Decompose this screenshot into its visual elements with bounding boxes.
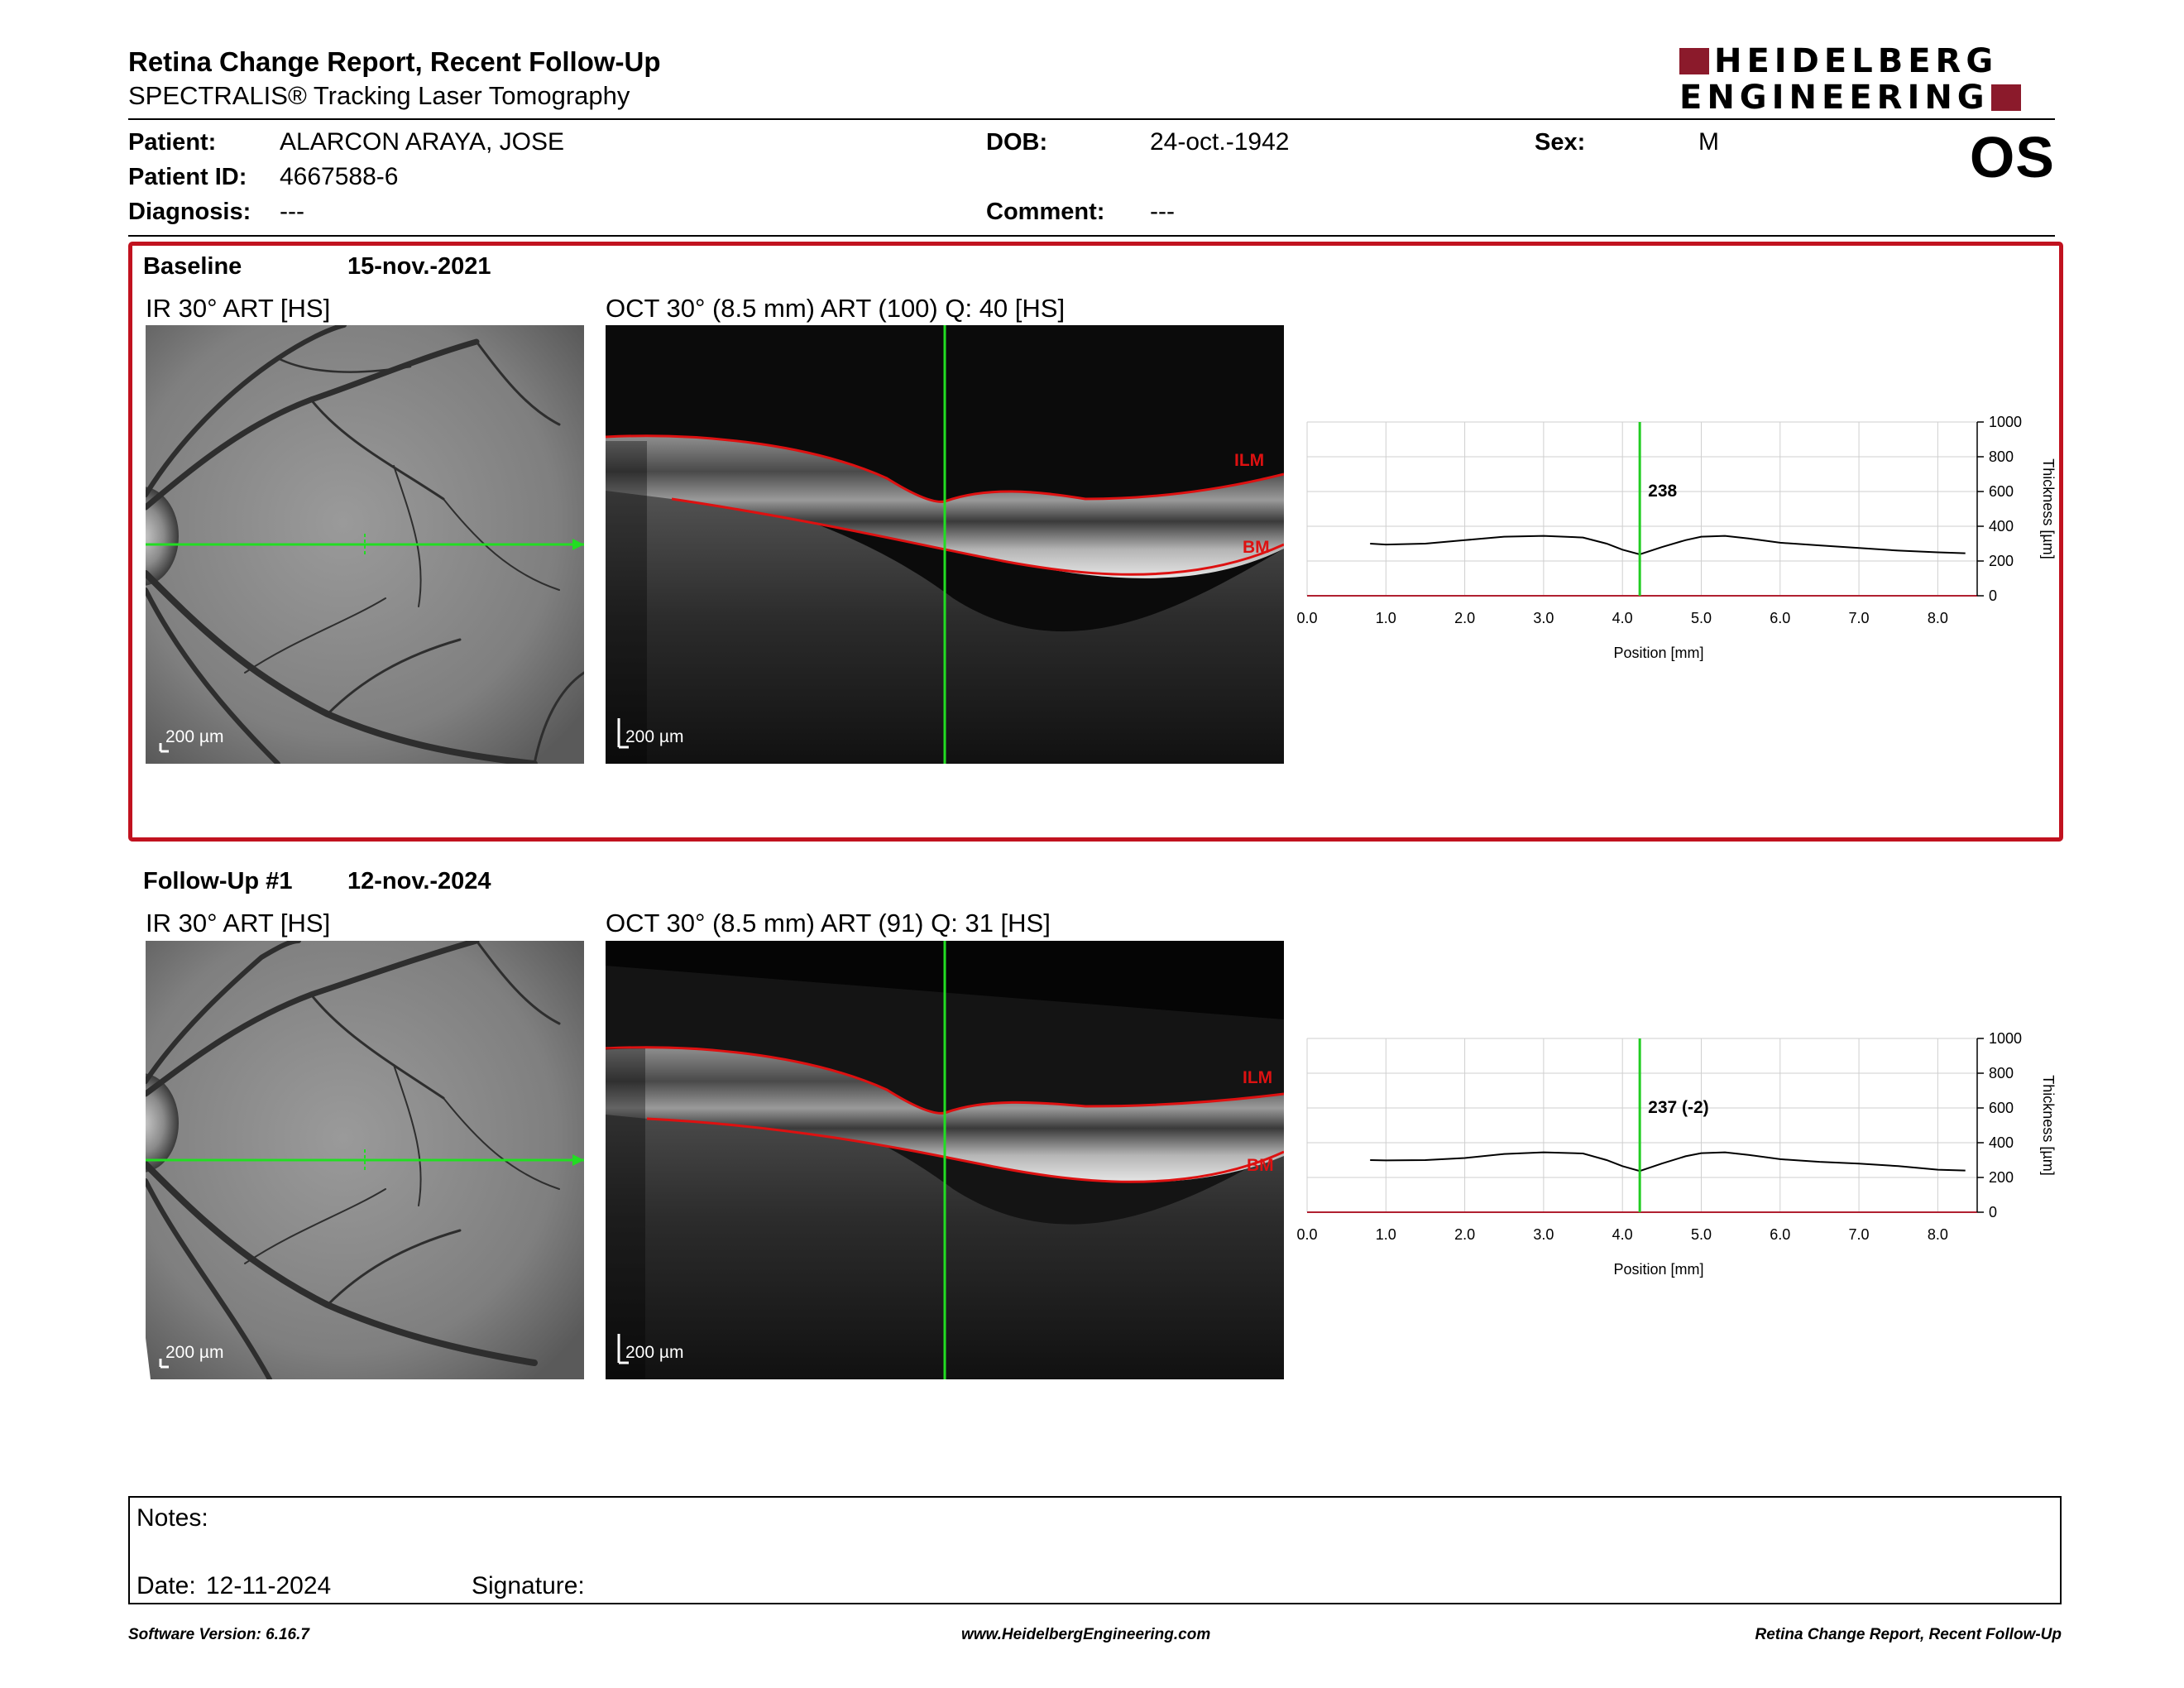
x-tick-label: 2.0 [1454, 610, 1475, 626]
followup-date: 12-nov.-2024 [347, 868, 491, 894]
y-axis-label: Thickness [µm] [2040, 1075, 2057, 1175]
y-tick-label: 600 [1989, 1100, 2014, 1116]
followup-ir-caption: IR 30° ART [HS] [146, 909, 331, 938]
baseline-oct-scale: 200 µm [625, 727, 684, 746]
followup-ir-scale: 200 µm [165, 1343, 224, 1362]
y-tick-label: 200 [1989, 1169, 2014, 1186]
x-tick-label: 8.0 [1928, 610, 1948, 626]
dob-label: DOB: [986, 129, 1048, 156]
notes-box[interactable]: Notes: Date: 12-11-2024 Signature: [128, 1496, 2062, 1604]
x-tick-label: 6.0 [1770, 610, 1790, 626]
diagnosis-value: --- [280, 198, 304, 225]
x-tick-label: 3.0 [1533, 610, 1554, 626]
y-tick-label: 200 [1989, 553, 2014, 569]
x-tick-label: 0.0 [1296, 610, 1317, 626]
x-tick-label: 2.0 [1454, 1226, 1475, 1243]
comment-value: --- [1150, 198, 1175, 225]
dob-value: 24-oct.-1942 [1150, 128, 1290, 156]
y-tick-label: 400 [1989, 518, 2014, 535]
followup-oct-bscan-image[interactable]: ILM BM 200 µm [606, 941, 1284, 1379]
cursor-value-label: 238 [1648, 482, 1677, 501]
followup-oct-scale: 200 µm [625, 1343, 684, 1362]
y-tick-label: 600 [1989, 483, 2014, 500]
baseline-ir-caption: IR 30° ART [HS] [146, 294, 331, 323]
patient-id-label: Patient ID: [128, 164, 247, 190]
footer-website-link[interactable]: www.HeidelbergEngineering.com [961, 1626, 1211, 1643]
baseline-oct-bscan-image[interactable]: ILM BM 200 µm [606, 325, 1284, 764]
baseline-ir-scale: 200 µm [165, 727, 224, 746]
y-tick-label: 1000 [1989, 414, 2022, 430]
bm-label: BM [1243, 538, 1270, 557]
signature-label: Signature: [472, 1572, 585, 1599]
fundus-image [146, 941, 584, 1379]
x-tick-label: 6.0 [1770, 1226, 1790, 1243]
cursor-value-label: 237 (-2) [1648, 1098, 1709, 1117]
baseline-label: Baseline [143, 253, 242, 280]
followup-thickness-chart: 0 200 400 600 800 1000 0.0 1.0 2.0 3.0 4.0 5.0 6.0 7.… [1296, 1030, 2057, 1278]
baseline-thickness-chart: 0 200 400 600 800 1000 0.0 1.0 2.0 3.0 4.0 5.0 6.0 7.… [1296, 414, 2057, 661]
patient-divider [128, 235, 2055, 237]
y-tick-label: 0 [1989, 587, 1997, 604]
heidelberg-logo: HEIDELBERG ENGINEERING [1679, 45, 2056, 115]
followup-ir-fundus-image[interactable]: 200 µm [146, 941, 584, 1379]
x-tick-label: 0.0 [1296, 1226, 1317, 1243]
report-title: Retina Change Report, Recent Follow-Up [128, 46, 661, 77]
patient-name: ALARCON ARAYA, JOSE [280, 128, 564, 156]
thickness-series-line [1370, 535, 1966, 556]
x-tick-label: 4.0 [1612, 610, 1633, 626]
footer-software-version: Software Version: 6.16.7 [128, 1626, 309, 1643]
x-tick-label: 5.0 [1691, 610, 1712, 626]
x-tick-label: 4.0 [1612, 1226, 1633, 1243]
oct-bscan: ILM BM [606, 941, 1284, 1379]
followup-label: Follow-Up #1 [143, 868, 293, 894]
logo-square-icon [1679, 48, 1709, 74]
y-tick-label: 1000 [1989, 1030, 2022, 1047]
x-tick-label: 8.0 [1928, 1226, 1948, 1243]
x-axis-label: Position [mm] [1613, 1261, 1703, 1278]
x-axis-label: Position [mm] [1613, 645, 1703, 661]
baseline-date: 15-nov.-2021 [347, 253, 491, 280]
bm-label: BM [1247, 1156, 1274, 1175]
logo-square-icon [1990, 84, 2021, 111]
logo-line1: HEIDELBERG [1714, 42, 1999, 80]
logo-line2: ENGINEERING [1679, 79, 1990, 117]
x-tick-label: 1.0 [1376, 610, 1396, 626]
oct-bscan: ILM BM [606, 325, 1284, 764]
baseline-oct-caption: OCT 30° (8.5 mm) ART (100) Q: 40 [HS] [606, 294, 1066, 323]
footer-report-name: Retina Change Report, Recent Follow-Up [1755, 1626, 2062, 1643]
x-tick-label: 7.0 [1849, 1226, 1870, 1243]
x-tick-label: 1.0 [1376, 1226, 1396, 1243]
y-tick-label: 0 [1989, 1204, 1997, 1220]
y-axis-label: Thickness [µm] [2040, 458, 2057, 559]
thickness-series-line [1370, 1151, 1966, 1172]
header-divider [128, 118, 2055, 120]
report-subtitle: SPECTRALIS® Tracking Laser Tomography [128, 81, 630, 110]
y-tick-label: 400 [1989, 1134, 2014, 1151]
sex-value: M [1698, 128, 1719, 156]
baseline-box [128, 242, 2063, 842]
notes-label: Notes: [136, 1504, 208, 1532]
baseline-ir-fundus-image[interactable]: 200 µm [146, 325, 584, 764]
patient-name-label: Patient: [128, 129, 217, 156]
x-tick-label: 3.0 [1533, 1226, 1554, 1243]
ilm-label: ILM [1234, 451, 1264, 470]
sex-label: Sex: [1535, 129, 1586, 156]
x-tick-label: 5.0 [1691, 1226, 1712, 1243]
date-value: 12-11-2024 [206, 1572, 332, 1599]
patient-id: 4667588-6 [280, 163, 399, 190]
ilm-label: ILM [1243, 1068, 1272, 1087]
y-tick-label: 800 [1989, 1065, 2014, 1081]
x-tick-label: 7.0 [1849, 610, 1870, 626]
comment-label: Comment: [986, 199, 1105, 225]
y-tick-label: 800 [1989, 448, 2014, 465]
diagnosis-label: Diagnosis: [128, 199, 251, 225]
followup-oct-caption: OCT 30° (8.5 mm) ART (91) Q: 31 [HS] [606, 909, 1051, 938]
date-label: Date: [136, 1572, 196, 1599]
eye-indicator: OS [1969, 125, 2055, 189]
fundus-image [146, 325, 584, 764]
